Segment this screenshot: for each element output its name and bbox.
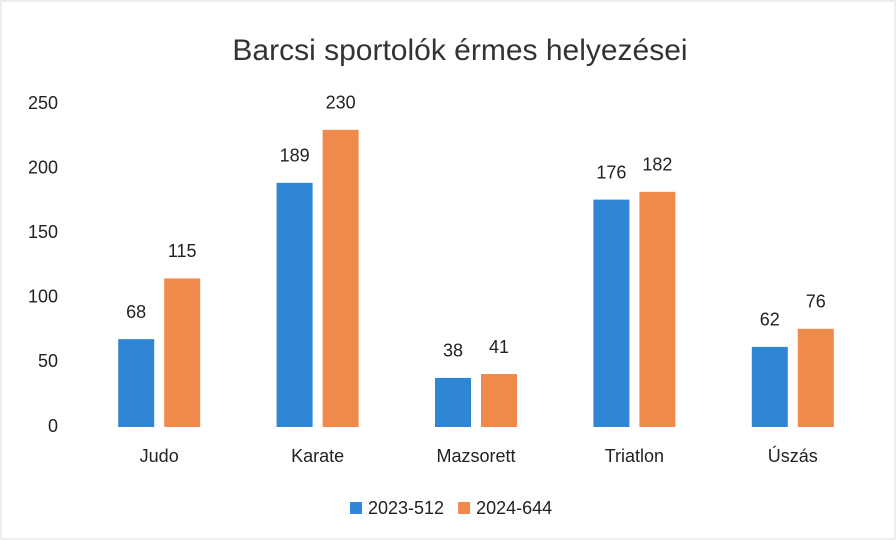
data-label: 62: [760, 310, 780, 330]
y-tick-label: 50: [38, 351, 58, 371]
x-tick-label: Triatlon: [605, 446, 664, 466]
x-tick-label: Judo: [140, 446, 179, 466]
y-tick-label: 150: [28, 222, 58, 242]
data-label: 68: [126, 302, 146, 322]
y-tick-label: 0: [48, 416, 58, 436]
bar: [751, 346, 788, 427]
y-tick-label: 100: [28, 287, 58, 307]
x-tick-label: Úszás: [768, 445, 818, 466]
bar: [118, 339, 155, 427]
chart-title: Barcsi sportolók érmes helyezései: [232, 34, 687, 67]
y-tick-label: 250: [28, 93, 58, 113]
bar: [481, 374, 517, 427]
legend-label: 2023-512: [368, 498, 444, 518]
data-label: 230: [326, 93, 356, 113]
bar: [593, 199, 630, 427]
bar: [164, 278, 201, 427]
data-label: 38: [443, 341, 463, 361]
data-label: 176: [596, 162, 626, 182]
data-label: 189: [280, 146, 310, 166]
x-tick-label: Mazsorett: [436, 446, 515, 466]
data-label: 76: [806, 292, 826, 312]
bar: [639, 191, 676, 427]
bar: [435, 377, 471, 427]
bar: [322, 129, 359, 427]
bar: [797, 328, 834, 427]
x-tick-label: Karate: [291, 446, 344, 466]
data-label: 182: [642, 155, 672, 175]
y-tick-label: 200: [28, 157, 58, 177]
bar: [276, 182, 313, 427]
legend-swatch: [458, 502, 471, 514]
data-label: 41: [489, 337, 509, 357]
legend-label: 2024-644: [476, 498, 552, 518]
data-label: 115: [168, 241, 197, 261]
legend-swatch: [350, 502, 362, 514]
